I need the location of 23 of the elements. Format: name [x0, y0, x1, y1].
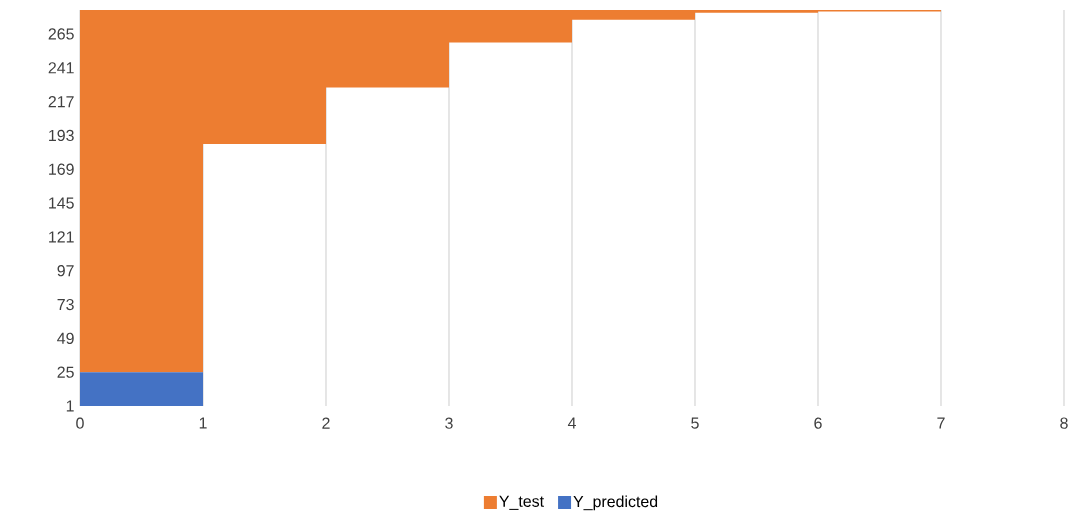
y-tick-label: 145: [49, 197, 74, 209]
x-tick-label: 1: [199, 417, 207, 429]
y-tick-label: 49: [57, 332, 74, 344]
y-tick-label: 73: [57, 298, 74, 311]
y-tick-label: 121: [49, 231, 74, 243]
legend-label: Y_test: [499, 495, 544, 510]
x-tick-label: 8: [1060, 417, 1068, 429]
y-tick-label: 193: [49, 129, 74, 142]
x-tick-label: 3: [445, 417, 453, 429]
y-tick-label: 265: [48, 28, 74, 40]
x-tick-label: 0: [76, 417, 84, 429]
y-tick-label: 217: [48, 96, 74, 108]
x-tick-label: 7: [937, 417, 945, 429]
y-tick-label: 1: [66, 400, 74, 412]
x-tick-label: 2: [322, 417, 330, 429]
x-tick-label: 5: [691, 417, 699, 429]
x-tick-label: 4: [567, 417, 576, 429]
x-tick-label: 6: [814, 417, 822, 429]
y-tick-label: 169: [49, 163, 74, 175]
y-tick-label: 97: [57, 265, 74, 277]
y-tick-label: 241: [48, 62, 74, 74]
legend-label: Y_predicted: [573, 495, 658, 511]
y-tick-label: 25: [57, 366, 74, 378]
